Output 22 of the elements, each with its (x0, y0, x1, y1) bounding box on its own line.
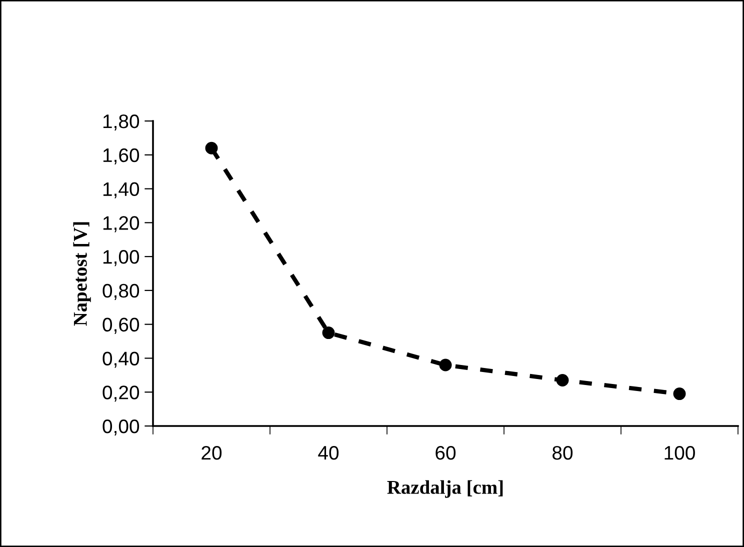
y-tick-label: 1,60 (103, 148, 140, 164)
y-tick-label: 1,40 (103, 182, 140, 198)
point (439, 358, 452, 372)
point (322, 326, 335, 340)
x-tick-label: 100 (664, 446, 695, 460)
point (556, 374, 569, 386)
x-tick-label: 60 (436, 446, 456, 460)
point (673, 388, 686, 400)
y-axis-title: Napetost [V] (73, 222, 91, 326)
y-tick-label: 1,20 (103, 216, 140, 232)
y-tick-label: 1,00 (103, 250, 140, 266)
x-tick-label: 40 (318, 446, 339, 460)
x-tick-label: 80 (552, 446, 573, 460)
y-tick-label: 0,20 (102, 386, 140, 402)
y-tick-label: 0,60 (102, 318, 140, 334)
y-tick-label: 0,80 (102, 284, 140, 300)
y-tick-label: 1,80 (103, 114, 140, 131)
y-tick-label: 0,40 (102, 352, 140, 368)
y-tick-label: 0,00 (102, 419, 140, 436)
x-axis-title: Razdalja [cm] (387, 480, 503, 498)
x-tick-label: 20 (202, 446, 222, 460)
point (205, 142, 218, 154)
